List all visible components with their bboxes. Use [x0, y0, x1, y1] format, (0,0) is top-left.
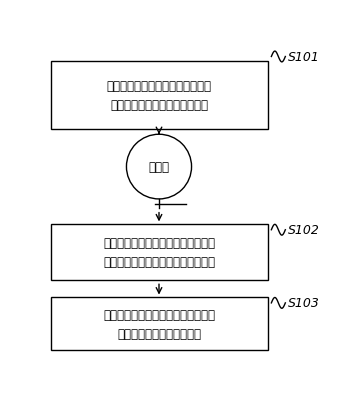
- Circle shape: [127, 135, 192, 199]
- Text: 计算线程组：不间断从缓冲区中取出
一个或多个计算任务，执行计算工作: 计算线程组：不间断从缓冲区中取出 一个或多个计算任务，执行计算工作: [103, 237, 215, 268]
- Bar: [51, 298, 267, 350]
- Bar: [51, 225, 267, 280]
- Text: S102: S102: [288, 224, 319, 237]
- Text: 后续处理线程组：接收计算线程传来
的计算结果，进行后续处理: 后续处理线程组：接收计算线程传来 的计算结果，进行后续处理: [103, 308, 215, 340]
- Text: 缓冲区: 缓冲区: [148, 161, 170, 174]
- Bar: [51, 62, 267, 130]
- Text: 预处理线程组：不间断接收网络数
据，进行网络应用所需的预处理: 预处理线程组：不间断接收网络数 据，进行网络应用所需的预处理: [106, 80, 211, 112]
- Text: S101: S101: [288, 51, 319, 64]
- Text: S103: S103: [288, 297, 319, 310]
